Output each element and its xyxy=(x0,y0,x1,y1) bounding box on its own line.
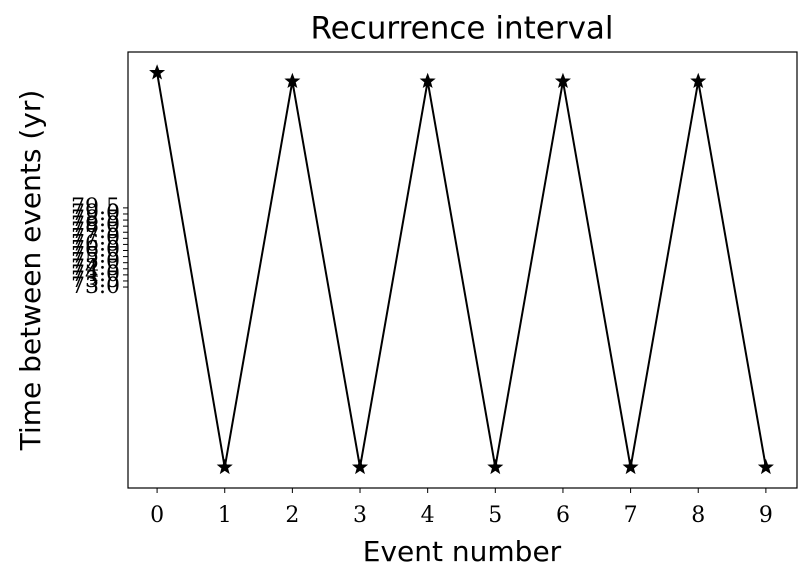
marker xyxy=(487,458,504,475)
plot-frame xyxy=(127,51,798,489)
x-tick-label: 6 xyxy=(556,503,570,528)
marker xyxy=(554,72,571,89)
x-tick-label: 1 xyxy=(218,503,232,528)
y-tick-label: 77.5 xyxy=(71,219,120,244)
y-tick-label: 77.0 xyxy=(71,225,120,250)
x-tick-label: 8 xyxy=(691,503,705,528)
marker xyxy=(419,72,436,89)
x-tick-label: 4 xyxy=(421,503,435,528)
y-tick-label: 75.0 xyxy=(71,250,120,275)
y-tick-label: 79.0 xyxy=(71,201,120,226)
marker xyxy=(757,458,774,475)
y-tick-label: 78.5 xyxy=(71,207,120,232)
y-tick-label: 73.5 xyxy=(71,268,120,293)
y-tick-label: 75.5 xyxy=(71,244,120,269)
marker xyxy=(352,458,369,475)
marker xyxy=(149,64,166,80)
y-tick-label: 74.5 xyxy=(71,256,120,281)
y-axis-label: Time between events (yr) xyxy=(14,90,47,452)
x-tick-label: 2 xyxy=(285,503,299,528)
marker xyxy=(690,72,707,89)
x-tick-label: 3 xyxy=(353,503,367,528)
x-axis-label: Event number xyxy=(363,535,562,568)
y-tick-label: 79.5 xyxy=(71,195,120,220)
x-tick-label: 9 xyxy=(759,503,773,528)
marker xyxy=(216,458,233,475)
marker xyxy=(284,72,301,89)
x-tick-label: 7 xyxy=(624,503,638,528)
y-tick-label: 74.0 xyxy=(71,262,120,287)
y-tick-label: 78.0 xyxy=(71,213,120,238)
x-tick-label: 0 xyxy=(150,503,164,528)
x-tick-label: 5 xyxy=(488,503,502,528)
y-tick-label: 76.5 xyxy=(71,231,120,256)
y-tick-label: 73.0 xyxy=(71,274,120,299)
y-tick-label: 76.0 xyxy=(71,238,120,263)
series-line xyxy=(156,72,767,468)
marker xyxy=(622,458,639,475)
chart-title: Recurrence interval xyxy=(310,11,613,47)
